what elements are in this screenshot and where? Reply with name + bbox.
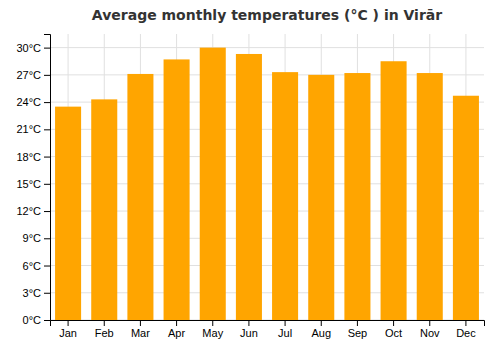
bar: [272, 72, 298, 320]
y-tick-mark: [44, 102, 50, 103]
y-tick-mark: [44, 129, 50, 130]
x-tick-mark: [357, 320, 358, 326]
chart: Jan Feb Mar Apr May Jun Jul Aug Sep Oct Nov Dec 0°C 3…: [0, 0, 500, 350]
x-tick-mark: [393, 320, 394, 326]
x-tick-mark: [285, 320, 286, 326]
x-tick: Apr: [168, 320, 185, 339]
x-tick-mark: [212, 320, 213, 326]
x-tick-mark: [68, 320, 69, 326]
x-tick-label: Sep: [348, 327, 368, 339]
x-tick: Jan: [59, 320, 77, 339]
x-tick: May: [202, 320, 223, 339]
x-tick-label: Nov: [420, 327, 440, 339]
y-tick: 9°C: [23, 232, 50, 244]
x-tick: Nov: [420, 320, 440, 339]
x-tick: Jul: [278, 320, 292, 339]
x-tick-label: Jul: [278, 327, 292, 339]
y-tick-label: 9°C: [23, 232, 42, 244]
bar: [417, 73, 443, 320]
x-tick-mark: [429, 320, 430, 326]
bar: [91, 99, 117, 320]
x-tick-label: Jun: [240, 327, 258, 339]
y-tick: 15°C: [16, 178, 50, 190]
y-tick-mark: [44, 266, 50, 267]
x-tick-mark: [321, 320, 322, 326]
y-tick-label: 21°C: [16, 123, 41, 135]
x-tick-label: Mar: [131, 327, 150, 339]
title: Average monthly temperatures (°C ) in Vi…: [92, 7, 442, 23]
x-axis: Jan Feb Mar Apr May Jun Jul Aug Sep Oct Nov Dec: [51, 320, 485, 339]
x-tick-label: Aug: [311, 327, 331, 339]
y-tick: 3°C: [23, 287, 50, 299]
x-tick-mark: [104, 320, 105, 326]
bar: [236, 54, 262, 320]
y-tick-label: 30°C: [16, 42, 41, 54]
y-tick-label: 18°C: [16, 151, 41, 163]
y-tick-mark: [44, 211, 50, 212]
x-tick-label: Apr: [168, 327, 185, 339]
x-tick-mark: [465, 320, 466, 326]
y-tick-label: 0°C: [23, 314, 42, 326]
x-tick-label: Oct: [385, 327, 402, 339]
y-tick-label: 24°C: [16, 96, 41, 108]
chart-container: Jan Feb Mar Apr May Jun Jul Aug Sep Oct Nov Dec 0°C 3…: [0, 0, 500, 350]
x-axis-line: [51, 321, 485, 327]
y-tick-label: 12°C: [16, 205, 41, 217]
y-tick: 21°C: [16, 123, 50, 135]
x-tick-label: Dec: [456, 327, 476, 339]
y-tick-mark: [44, 48, 50, 49]
y-tick-mark: [44, 157, 50, 158]
bar: [308, 75, 334, 320]
x-tick: Oct: [385, 320, 402, 339]
y-tick: 27°C: [16, 69, 50, 81]
y-tick: 24°C: [16, 96, 50, 108]
y-tick: 30°C: [16, 42, 50, 54]
y-tick-mark: [44, 184, 50, 185]
bar: [381, 61, 407, 320]
y-axis: 0°C 3°C 6°C 9°C 12°C 15°C 18°C 21°C 24°C 27°C 30°C: [16, 35, 50, 327]
x-tick-label: May: [202, 327, 223, 339]
x-tick-mark: [248, 320, 249, 326]
x-tick-label: Feb: [95, 327, 114, 339]
x-tick: Sep: [348, 320, 368, 339]
y-tick-label: 6°C: [23, 260, 42, 272]
y-tick-label: 3°C: [23, 287, 42, 299]
y-tick-mark: [44, 293, 50, 294]
bar: [453, 96, 479, 320]
y-tick: 6°C: [23, 260, 50, 272]
y-tick-label: 15°C: [16, 178, 41, 190]
y-tick-label: 27°C: [16, 69, 41, 81]
y-tick: 0°C: [23, 314, 50, 326]
y-tick-mark: [44, 320, 50, 321]
y-tick-mark: [44, 75, 50, 76]
y-grid-line: [50, 47, 484, 48]
x-tick: Mar: [131, 320, 150, 339]
bar: [127, 74, 153, 320]
x-tick: Dec: [456, 320, 476, 339]
x-tick: Feb: [95, 320, 114, 339]
y-tick: 12°C: [16, 205, 50, 217]
x-tick-label: Jan: [59, 327, 77, 339]
x-tick: Jun: [240, 320, 258, 339]
bar: [164, 59, 190, 320]
y-axis-line: [44, 35, 51, 321]
bar: [200, 48, 226, 320]
x-tick: Aug: [311, 320, 331, 339]
bar: [55, 107, 81, 320]
y-tick: 18°C: [16, 151, 50, 163]
bars: [55, 48, 479, 320]
x-tick-mark: [140, 320, 141, 326]
grid: [50, 34, 484, 320]
x-tick-mark: [176, 320, 177, 326]
bar: [344, 73, 370, 320]
y-tick-mark: [44, 238, 50, 239]
